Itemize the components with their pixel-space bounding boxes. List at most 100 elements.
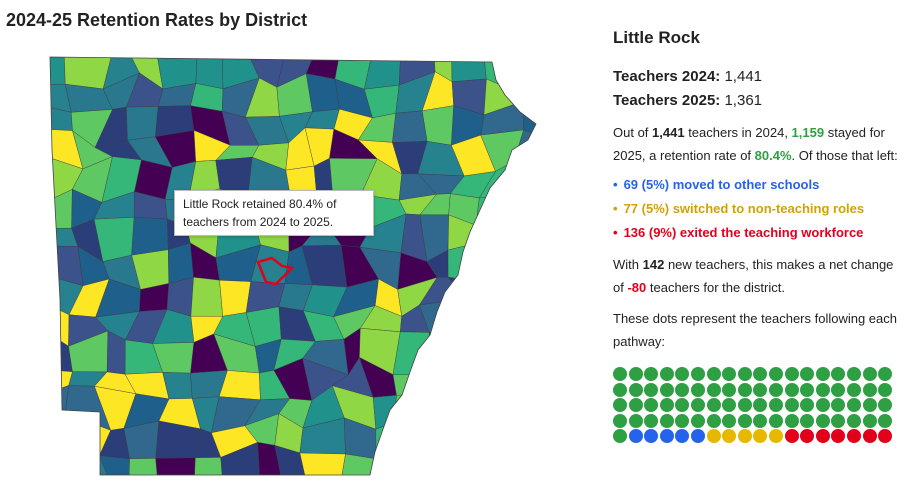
district[interactable] <box>45 245 84 287</box>
district[interactable] <box>479 451 514 480</box>
district[interactable] <box>449 451 492 480</box>
district[interactable] <box>478 306 511 346</box>
district[interactable] <box>515 194 545 218</box>
district[interactable] <box>512 358 545 398</box>
district[interactable] <box>400 445 430 480</box>
district[interactable] <box>505 215 545 251</box>
district[interactable] <box>424 359 453 395</box>
district[interactable] <box>340 453 377 480</box>
pathway-dot <box>659 367 674 381</box>
district[interactable] <box>220 442 261 480</box>
teacher-counts: Teachers 2024: 1,441 Teachers 2025: 1,361 <box>613 65 903 113</box>
district-name: Little Rock <box>613 28 700 47</box>
pathway-dot <box>878 367 893 381</box>
district[interactable] <box>45 455 85 480</box>
district[interactable] <box>505 285 545 317</box>
selected-district[interactable] <box>256 256 295 286</box>
district[interactable] <box>454 422 492 453</box>
pathway-dot <box>675 382 690 397</box>
pathway-dot <box>878 413 893 428</box>
district[interactable] <box>155 457 196 480</box>
pathway-dot <box>846 382 861 397</box>
district[interactable] <box>448 385 491 431</box>
district[interactable] <box>451 52 487 82</box>
district[interactable] <box>45 412 85 457</box>
pathway-dot <box>815 413 830 428</box>
pathway-dot <box>706 367 721 381</box>
district[interactable] <box>475 216 526 251</box>
district[interactable] <box>219 279 252 317</box>
district[interactable] <box>428 450 455 480</box>
district[interactable] <box>423 385 465 431</box>
district[interactable] <box>156 52 197 90</box>
district[interactable] <box>507 446 545 480</box>
district[interactable] <box>489 422 524 453</box>
district[interactable] <box>194 457 223 480</box>
district[interactable] <box>166 276 194 317</box>
text-segment: 142 <box>642 257 665 272</box>
pathway-item: 136 (9%) exited the teaching workforce <box>613 221 903 245</box>
pathway-dot <box>784 429 799 443</box>
district[interactable] <box>99 455 130 480</box>
district[interactable] <box>195 52 224 90</box>
pathway-dot <box>722 429 737 443</box>
district[interactable] <box>421 105 454 146</box>
district[interactable] <box>364 52 401 90</box>
pathway-dot <box>831 413 846 428</box>
district[interactable] <box>512 388 545 430</box>
pathway-dot <box>768 398 783 412</box>
district[interactable] <box>450 298 490 344</box>
pathway-dot <box>737 413 752 428</box>
district[interactable] <box>482 241 521 290</box>
pathway-dot <box>613 367 627 381</box>
pathway-dot <box>862 429 877 443</box>
district[interactable] <box>131 217 169 256</box>
district[interactable] <box>422 417 465 453</box>
district-cells <box>45 52 545 480</box>
pathway-dot <box>815 382 830 397</box>
text-segment: teachers for the district. <box>646 280 785 295</box>
district[interactable] <box>509 328 545 363</box>
district[interactable] <box>168 242 194 284</box>
district[interactable] <box>190 277 223 317</box>
district[interactable] <box>299 452 346 480</box>
district[interactable] <box>274 445 307 480</box>
pathway-dot <box>862 398 877 412</box>
district[interactable] <box>393 417 429 451</box>
district[interactable] <box>257 442 282 480</box>
district[interactable] <box>392 374 436 396</box>
pathway-dot <box>690 413 705 428</box>
district[interactable] <box>450 339 490 366</box>
district[interactable] <box>392 331 436 376</box>
pathway-dot <box>706 413 721 428</box>
district[interactable] <box>476 343 518 366</box>
district[interactable] <box>45 385 70 416</box>
count-value: 1,441 <box>724 68 763 85</box>
district[interactable] <box>128 458 158 480</box>
district[interactable] <box>513 160 545 197</box>
district[interactable] <box>447 276 495 308</box>
pathway-dot <box>659 398 674 412</box>
teacher-count: Teachers 2024: 1,441 <box>613 65 903 89</box>
pathway-dot <box>768 413 783 428</box>
district[interactable] <box>392 110 428 143</box>
district[interactable] <box>508 52 545 90</box>
count-value: 1,361 <box>724 92 763 109</box>
district[interactable] <box>512 428 545 452</box>
district[interactable] <box>476 358 518 392</box>
district[interactable] <box>505 312 545 346</box>
pathway-dot <box>628 367 643 381</box>
district[interactable] <box>478 284 521 313</box>
district[interactable] <box>448 359 478 392</box>
district[interactable] <box>475 195 526 226</box>
pathway-dot <box>659 413 674 428</box>
district[interactable] <box>375 421 405 460</box>
district[interactable] <box>477 388 524 430</box>
pathway-dot <box>722 367 737 381</box>
pathway-dot <box>846 429 861 443</box>
pathway-dot <box>613 413 627 428</box>
district[interactable] <box>505 243 545 290</box>
state-outline <box>49 56 537 476</box>
district[interactable] <box>126 106 159 141</box>
district[interactable] <box>428 332 453 376</box>
